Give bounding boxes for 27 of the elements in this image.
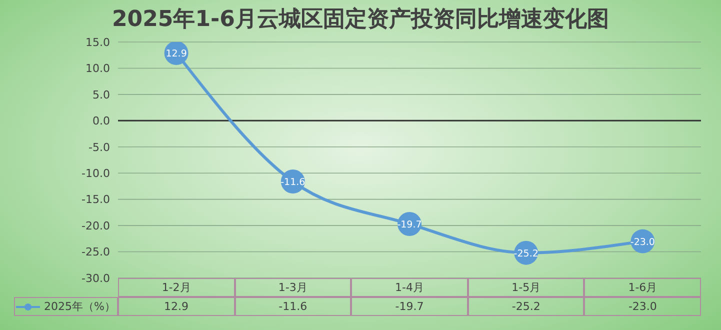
x-tick-label: 1-6月 [584,278,701,297]
y-tick-label: -30.0 [82,272,110,285]
y-tick-label: -15.0 [82,193,110,206]
data-label: -19.7 [351,297,468,316]
y-tick-label: -25.0 [82,246,110,259]
x-tick-label: 1-4月 [351,278,468,297]
data-label: -23.0 [584,297,701,316]
text: -25.2 [514,248,538,260]
data-label: 12.9 [118,297,235,316]
text: -19.7 [397,219,422,230]
y-tick-label: -5.0 [88,140,110,154]
x-tick-label: 1-5月 [468,278,584,297]
data-label: -25.2 [468,297,584,316]
x-tick-label: 1-3月 [234,278,352,297]
text: -23.0 [630,236,655,248]
y-tick-label: 0.0 [92,114,110,128]
y-tick-label: 5.0 [92,88,110,102]
y-tick-label: 15.0 [86,36,110,49]
data-label: -11.6 [234,297,352,316]
chart-title: 2025年1-6月云城区固定资产投资同比增速变化图 [111,6,610,34]
y-tick-label: 10.0 [86,62,110,76]
legend-label: 2025年（%） [44,299,116,314]
y-tick-label: -10.0 [82,167,110,180]
y-tick-label: -20.0 [82,219,110,232]
text: -11.6 [280,177,306,188]
x-tick-label: 1-2月 [118,278,235,297]
text: 12.9 [166,48,187,60]
